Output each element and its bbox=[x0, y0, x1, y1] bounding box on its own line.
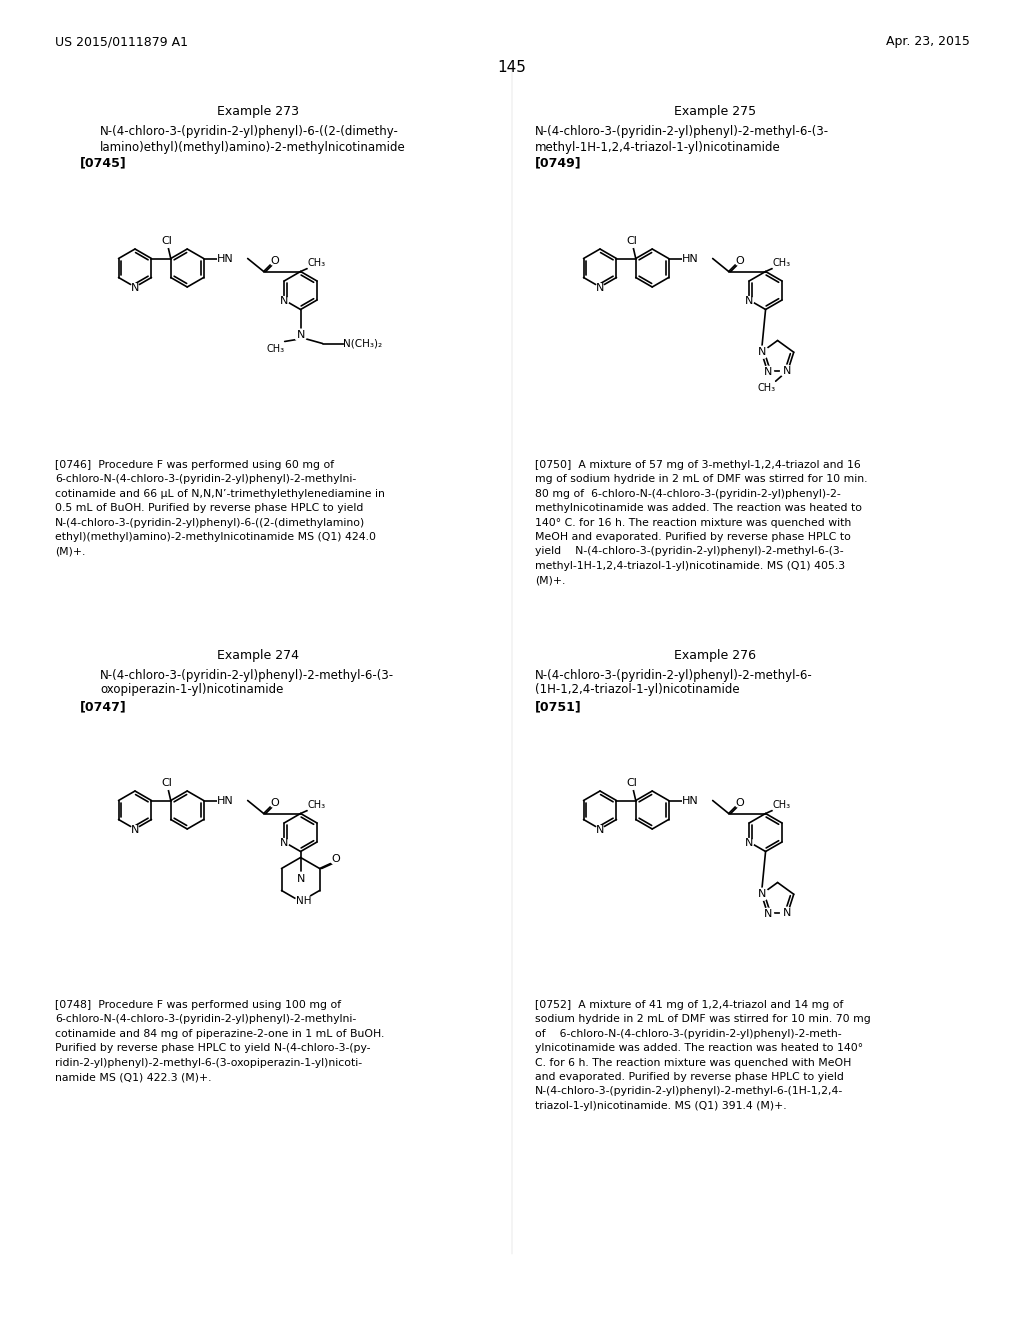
Text: N: N bbox=[280, 296, 289, 306]
Circle shape bbox=[269, 797, 280, 808]
Text: N(CH₃)₂: N(CH₃)₂ bbox=[343, 338, 382, 348]
Text: N: N bbox=[131, 825, 139, 836]
Text: CH₃: CH₃ bbox=[266, 343, 285, 354]
Text: [0750]  A mixture of 57 mg of 3-methyl-1,2,4-triazol and 16
mg of sodium hydride: [0750] A mixture of 57 mg of 3-methyl-1,… bbox=[535, 459, 867, 585]
Text: [0745]: [0745] bbox=[80, 157, 127, 169]
Circle shape bbox=[683, 251, 698, 267]
Text: Example 275: Example 275 bbox=[674, 106, 756, 119]
Text: Example 276: Example 276 bbox=[674, 648, 756, 661]
Circle shape bbox=[780, 366, 793, 378]
Circle shape bbox=[131, 284, 139, 293]
Circle shape bbox=[734, 797, 744, 808]
Text: O: O bbox=[270, 797, 280, 808]
Circle shape bbox=[744, 838, 754, 847]
Circle shape bbox=[296, 894, 311, 909]
Text: N: N bbox=[764, 909, 772, 919]
Circle shape bbox=[345, 326, 381, 362]
Text: HN: HN bbox=[682, 253, 699, 264]
Circle shape bbox=[771, 795, 792, 814]
Text: N: N bbox=[131, 282, 139, 293]
Text: lamino)ethyl)(methyl)amino)-2-methylnicotinamide: lamino)ethyl)(methyl)amino)-2-methylnico… bbox=[100, 140, 406, 153]
Text: N-(4-chloro-3-(pyridin-2-yl)phenyl)-2-methyl-6-(3-: N-(4-chloro-3-(pyridin-2-yl)phenyl)-2-me… bbox=[100, 668, 394, 681]
Text: N: N bbox=[764, 367, 772, 378]
Text: Cl: Cl bbox=[627, 777, 637, 788]
Text: N: N bbox=[758, 890, 767, 899]
Circle shape bbox=[596, 284, 604, 293]
Text: [0752]  A mixture of 41 mg of 1,2,4-triazol and 14 mg of
sodium hydride in 2 mL : [0752] A mixture of 41 mg of 1,2,4-triaz… bbox=[535, 1001, 870, 1111]
Text: Apr. 23, 2015: Apr. 23, 2015 bbox=[886, 36, 970, 49]
Circle shape bbox=[771, 252, 792, 272]
Text: CH₃: CH₃ bbox=[772, 800, 791, 809]
Text: HN: HN bbox=[682, 796, 699, 805]
Circle shape bbox=[265, 338, 286, 359]
Circle shape bbox=[331, 854, 341, 865]
Circle shape bbox=[160, 234, 174, 248]
Circle shape bbox=[306, 252, 327, 272]
Text: [0749]: [0749] bbox=[535, 157, 582, 169]
Text: US 2015/0111879 A1: US 2015/0111879 A1 bbox=[55, 36, 188, 49]
Circle shape bbox=[762, 908, 773, 920]
Text: N-(4-chloro-3-(pyridin-2-yl)phenyl)-2-methyl-6-(3-: N-(4-chloro-3-(pyridin-2-yl)phenyl)-2-me… bbox=[535, 125, 829, 139]
Text: oxopiperazin-1-yl)nicotinamide: oxopiperazin-1-yl)nicotinamide bbox=[100, 684, 284, 697]
Text: [0746]  Procedure F was performed using 60 mg of
6-chloro-N-(4-chloro-3-(pyridin: [0746] Procedure F was performed using 6… bbox=[55, 459, 385, 557]
Text: O: O bbox=[735, 797, 744, 808]
Text: HN: HN bbox=[217, 253, 234, 264]
Text: Example 273: Example 273 bbox=[217, 106, 299, 119]
Circle shape bbox=[280, 297, 289, 305]
Circle shape bbox=[780, 907, 793, 919]
Text: [0748]  Procedure F was performed using 100 mg of
6-chloro-N-(4-chloro-3-(pyridi: [0748] Procedure F was performed using 1… bbox=[55, 1001, 384, 1082]
Circle shape bbox=[734, 256, 744, 265]
Text: Cl: Cl bbox=[162, 235, 172, 246]
Circle shape bbox=[744, 297, 754, 305]
Text: [0747]: [0747] bbox=[80, 701, 127, 714]
Circle shape bbox=[295, 874, 306, 886]
Circle shape bbox=[757, 346, 768, 358]
Text: HN: HN bbox=[217, 796, 234, 805]
Circle shape bbox=[269, 256, 280, 265]
Text: N: N bbox=[744, 838, 754, 847]
Text: O: O bbox=[270, 256, 280, 265]
Text: CH₃: CH₃ bbox=[758, 383, 775, 393]
Text: methyl-1H-1,2,4-triazol-1-yl)nicotinamide: methyl-1H-1,2,4-triazol-1-yl)nicotinamid… bbox=[535, 140, 780, 153]
Circle shape bbox=[762, 366, 773, 379]
Text: N: N bbox=[280, 838, 289, 847]
Text: N-(4-chloro-3-(pyridin-2-yl)phenyl)-6-((2-(dimethy-: N-(4-chloro-3-(pyridin-2-yl)phenyl)-6-((… bbox=[100, 125, 399, 139]
Circle shape bbox=[280, 838, 289, 847]
Text: 145: 145 bbox=[498, 61, 526, 75]
Circle shape bbox=[131, 825, 139, 834]
Text: N-(4-chloro-3-(pyridin-2-yl)phenyl)-2-methyl-6-: N-(4-chloro-3-(pyridin-2-yl)phenyl)-2-me… bbox=[535, 668, 813, 681]
Text: [0751]: [0751] bbox=[535, 701, 582, 714]
Text: Cl: Cl bbox=[162, 777, 172, 788]
Text: CH₃: CH₃ bbox=[772, 257, 791, 268]
Text: (1H-1,2,4-triazol-1-yl)nicotinamide: (1H-1,2,4-triazol-1-yl)nicotinamide bbox=[535, 684, 739, 697]
Text: N: N bbox=[296, 330, 305, 341]
Text: N: N bbox=[758, 347, 767, 358]
Text: O: O bbox=[331, 854, 340, 865]
Text: N: N bbox=[296, 874, 305, 884]
Text: N: N bbox=[596, 282, 604, 293]
Circle shape bbox=[625, 776, 639, 789]
Text: NH: NH bbox=[296, 896, 311, 907]
Circle shape bbox=[218, 251, 233, 267]
Text: CH₃: CH₃ bbox=[307, 800, 326, 809]
Text: O: O bbox=[735, 256, 744, 265]
Circle shape bbox=[596, 825, 604, 834]
Circle shape bbox=[625, 234, 639, 248]
Text: CH₃: CH₃ bbox=[307, 257, 326, 268]
Text: N: N bbox=[744, 296, 754, 306]
Text: Cl: Cl bbox=[627, 235, 637, 246]
Circle shape bbox=[683, 792, 698, 808]
Circle shape bbox=[160, 776, 174, 789]
Text: N: N bbox=[596, 825, 604, 836]
Circle shape bbox=[295, 330, 306, 342]
Text: Example 274: Example 274 bbox=[217, 648, 299, 661]
Text: N: N bbox=[782, 366, 791, 376]
Circle shape bbox=[757, 379, 776, 399]
Text: N: N bbox=[782, 908, 791, 919]
Circle shape bbox=[218, 792, 233, 808]
Circle shape bbox=[757, 888, 768, 900]
Circle shape bbox=[306, 795, 327, 814]
